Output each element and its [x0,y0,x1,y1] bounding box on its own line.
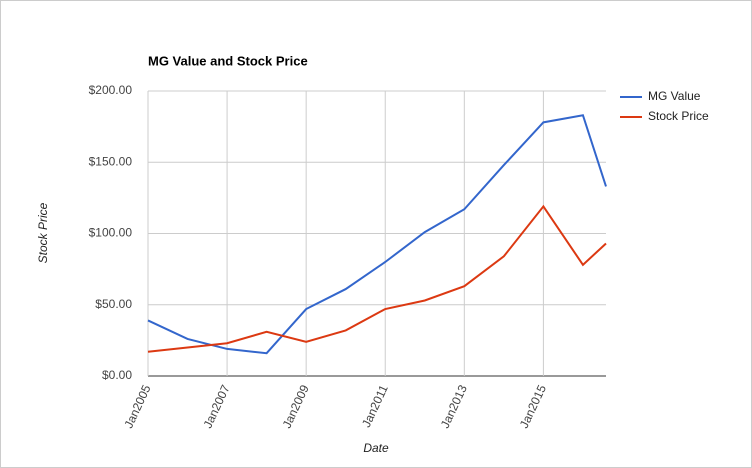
y-tick-label: $0.00 [102,368,132,382]
y-tick-label: $200.00 [89,83,133,97]
series-line [147,204,607,353]
legend-label: Stock Price [648,109,709,123]
y-tick-label: $150.00 [89,154,133,168]
y-tick-label: $50.00 [95,297,132,311]
y-axis-title: Stock Price [36,202,50,263]
x-axis-title: Date [363,441,389,455]
legend-label: MG Value [648,89,701,103]
y-tick-label: $100.00 [89,226,133,240]
series-line [147,114,607,355]
chart-title: MG Value and Stock Price [148,53,308,68]
